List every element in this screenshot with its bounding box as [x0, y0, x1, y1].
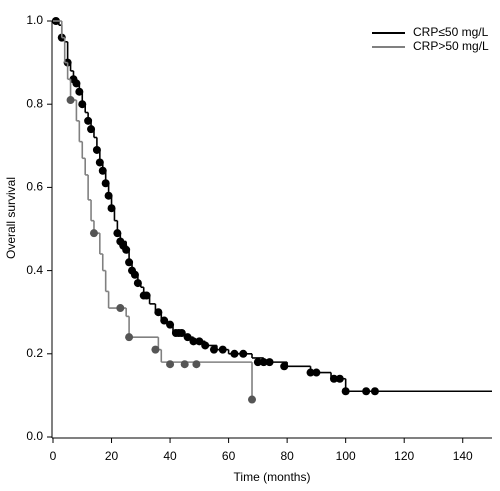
- censor-mark: [370, 387, 379, 396]
- censor-mark: [248, 395, 257, 404]
- censor-mark: [259, 358, 268, 367]
- censor-mark: [201, 341, 210, 350]
- censor-mark: [239, 349, 248, 358]
- censor-mark: [195, 337, 204, 346]
- censor-mark: [87, 125, 96, 134]
- censor-mark: [89, 229, 98, 238]
- x-tick-label: 100: [336, 449, 356, 463]
- censor-mark: [362, 387, 371, 396]
- censor-mark: [160, 316, 169, 325]
- censor-mark: [180, 360, 189, 369]
- x-tick-label: 0: [50, 449, 57, 463]
- x-axis-label: Time (months): [234, 470, 311, 484]
- censor-mark: [133, 279, 142, 288]
- censor-mark: [166, 320, 175, 329]
- censor-mark: [189, 337, 198, 346]
- legend-label: CRP≤50 mg/L: [413, 25, 489, 39]
- censor-mark: [154, 308, 163, 317]
- censor-mark: [113, 229, 122, 238]
- censor-mark: [192, 360, 201, 369]
- censor-mark: [183, 333, 192, 342]
- x-tick-label: 60: [222, 449, 236, 463]
- censor-mark: [72, 79, 81, 88]
- censor-mark: [75, 87, 84, 96]
- censor-mark: [66, 96, 75, 105]
- censor-mark: [166, 360, 175, 369]
- censor-mark: [209, 345, 218, 354]
- censor-mark: [306, 368, 315, 377]
- censor-mark: [130, 270, 139, 279]
- censor-mark: [116, 304, 125, 313]
- censor-mark: [218, 345, 227, 354]
- censor-mark: [104, 191, 113, 200]
- censor-mark: [280, 362, 289, 371]
- censor-mark: [253, 358, 262, 367]
- censor-mark: [177, 329, 186, 337]
- y-tick-label: 0.2: [26, 346, 43, 360]
- censor-mark: [312, 368, 321, 377]
- censor-mark: [125, 333, 134, 342]
- censor-mark: [265, 358, 274, 367]
- censor-mark: [125, 258, 134, 267]
- censor-mark: [84, 116, 93, 125]
- censor-mark: [151, 345, 160, 354]
- censor-mark: [122, 245, 131, 254]
- censor-mark: [341, 387, 350, 396]
- x-tick-label: 120: [394, 449, 414, 463]
- censor-mark: [92, 145, 101, 154]
- y-tick-label: 0.8: [26, 96, 43, 110]
- y-tick-label: 0.0: [26, 429, 43, 443]
- y-tick-label: 0.4: [26, 263, 43, 277]
- legend-label: CRP>50 mg/L: [413, 39, 489, 53]
- x-tick-label: 40: [163, 449, 177, 463]
- censor-mark: [329, 374, 338, 383]
- censor-mark: [335, 374, 344, 383]
- x-tick-label: 140: [453, 449, 473, 463]
- x-tick-label: 20: [105, 449, 119, 463]
- censor-mark: [78, 100, 87, 109]
- y-axis-label: Overall survival: [4, 177, 18, 259]
- y-tick-label: 0.6: [26, 180, 43, 194]
- x-tick-label: 80: [280, 449, 294, 463]
- censor-mark: [107, 204, 116, 213]
- censor-mark: [98, 166, 107, 175]
- censor-mark: [142, 291, 151, 300]
- y-tick-label: 1.0: [26, 13, 43, 27]
- censor-mark: [95, 158, 104, 167]
- censor-mark: [230, 349, 239, 358]
- censor-mark: [101, 179, 110, 188]
